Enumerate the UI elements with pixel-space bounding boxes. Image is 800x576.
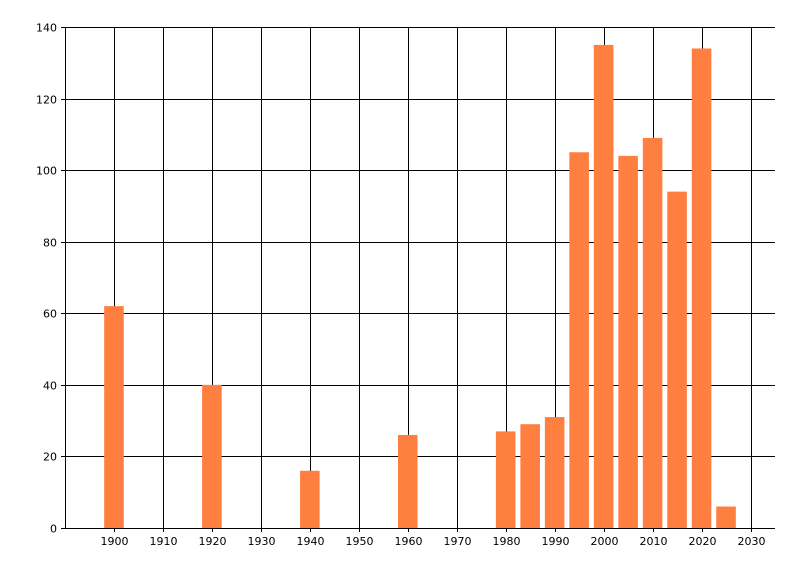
x-tick-label: 1950	[346, 535, 374, 548]
bar	[300, 470, 320, 528]
bar	[202, 384, 222, 528]
x-tick-label: 2000	[591, 535, 619, 548]
x-tick-label: 1910	[150, 535, 178, 548]
y-tick-label: 20	[43, 451, 57, 464]
y-tick-label: 100	[36, 165, 57, 178]
bar	[569, 152, 589, 528]
bar	[642, 137, 663, 528]
bar	[593, 44, 614, 529]
bar	[691, 48, 712, 528]
x-tick-label: 1920	[199, 535, 227, 548]
y-tick-label: 0	[50, 523, 57, 536]
x-tick-label: 1940	[297, 535, 325, 548]
x-tick-label: 2010	[640, 535, 668, 548]
axis-layer	[61, 27, 775, 532]
y-tick-label: 140	[36, 22, 57, 35]
x-tick-label: 1930	[248, 535, 276, 548]
x-tick-label: 1990	[542, 535, 570, 548]
tick-label-layer: 1900 1910 1920 1930 1940 1950 1960 1970 1980 1990…	[36, 22, 766, 549]
y-tick-label: 40	[43, 380, 57, 393]
y-tick-label: 120	[36, 94, 57, 107]
bar	[667, 191, 687, 528]
bar	[716, 506, 736, 528]
bar	[544, 417, 565, 528]
bar	[520, 424, 540, 528]
x-tick-label: 1970	[444, 535, 472, 548]
x-tick-label: 1960	[395, 535, 423, 548]
x-tick-label: 1980	[493, 535, 521, 548]
bar	[495, 431, 516, 528]
x-tick-label: 1900	[101, 535, 129, 548]
bar	[104, 306, 124, 528]
x-tick-label: 2030	[738, 535, 766, 548]
bar-layer	[104, 44, 736, 529]
bar	[397, 434, 418, 528]
bar	[618, 155, 638, 529]
y-tick-label: 80	[43, 237, 57, 250]
y-tick-label: 60	[43, 308, 57, 321]
x-tick-label: 2020	[689, 535, 717, 548]
